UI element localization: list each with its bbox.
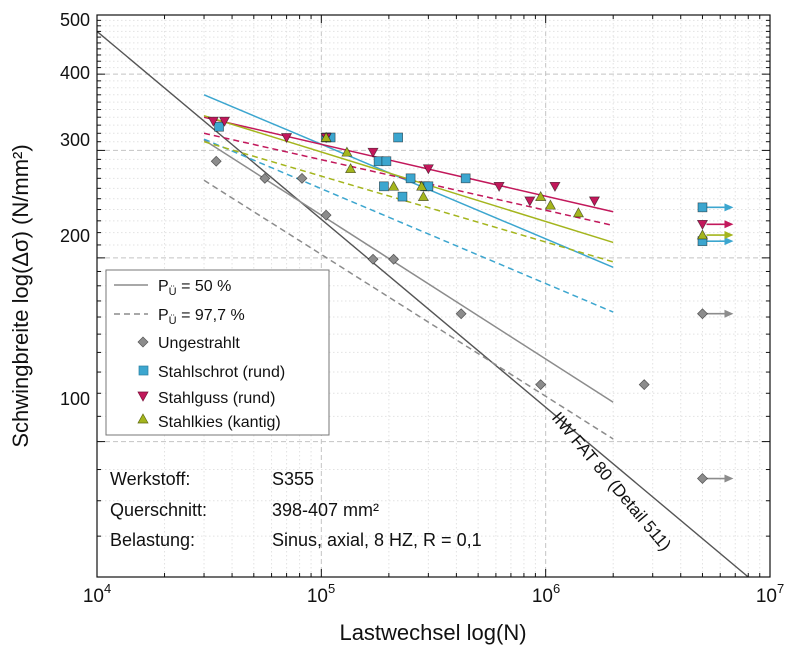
data-point-stahlschrot	[397, 191, 408, 202]
runout-point-stahlkies	[696, 229, 709, 240]
data-point-stahlkies	[416, 180, 428, 191]
fit-lines	[97, 30, 749, 577]
info-value-belastung: Sinus, axial, 8 HZ, R = 0,1	[272, 530, 482, 550]
axis-ticks	[96, 14, 770, 578]
data-point-ungestrahlt	[367, 253, 379, 265]
legend-marker-stahlschrot	[138, 365, 149, 376]
regression-line	[203, 179, 614, 440]
legend-box	[105, 269, 330, 436]
iiw-fat-80-line	[97, 30, 749, 577]
info-key-belastung: Belastung:	[110, 530, 195, 550]
data-point-stahlguss	[280, 133, 293, 144]
legend-marker-ungestrahlt	[137, 336, 149, 348]
legend-label-stahlschrot: Stahlschrot (rund)	[158, 364, 285, 381]
x-axis-title: Lastwechsel log(N)	[339, 620, 526, 645]
regression-line	[203, 139, 614, 403]
y-tick-label: 500	[60, 10, 90, 30]
y-axis-title: Schwingbreite log(Δσ) (N/mm²)	[8, 144, 33, 447]
runout-arrow-head	[724, 309, 734, 318]
runout-arrow-head	[724, 203, 734, 212]
data-point-stahlkies	[388, 180, 400, 191]
data-point-ungestrahlt	[210, 155, 222, 167]
runout-point-stahlschrot	[697, 202, 708, 213]
x-tick-label: 106	[532, 581, 560, 607]
runout-point-ungestrahlt	[696, 308, 708, 320]
data-point-ungestrahlt	[388, 253, 400, 265]
data-point-stahlschrot	[460, 173, 471, 184]
legend-label-stahlguss: Stahlguss (rund)	[158, 390, 275, 407]
legend-label-stahlkies: Stahlkies (kantig)	[158, 414, 281, 431]
data-point-stahlschrot	[379, 181, 389, 192]
data-point-stahlguss	[549, 181, 561, 193]
y-tick-label: 100	[60, 389, 90, 409]
info-value-querschnitt: 398-407 mm²	[272, 500, 379, 520]
x-tick-label: 107	[756, 581, 784, 607]
legend-label-p977: PÜ = 97,7 %	[158, 307, 245, 327]
data-point-stahlkies	[535, 190, 547, 201]
data-point-stahlguss	[207, 116, 219, 127]
data-point-ungestrahlt	[638, 379, 650, 391]
y-tick-label: 200	[60, 226, 90, 246]
data-point-stahlschrot	[381, 156, 392, 167]
info-value-werkstoff: S355	[272, 469, 314, 489]
data-point-stahlkies	[572, 207, 585, 218]
runout-arrow-head	[724, 231, 734, 240]
runout-point-ungestrahlt	[696, 473, 708, 485]
y-tick-label: 300	[60, 130, 90, 150]
runout-arrow-head	[724, 474, 734, 483]
data-point-stahlschrot	[405, 173, 416, 184]
data-point-stahlkies	[417, 190, 429, 201]
regression-line	[203, 138, 614, 313]
info-key-werkstoff: Werkstoff:	[110, 469, 190, 489]
regression-line	[203, 116, 614, 213]
data-point-stahlkies	[344, 162, 357, 174]
legend: PÜ = 50 % PÜ = 97,7 % Ungestrahlt Stahls…	[105, 269, 330, 436]
info-block: Werkstoff: S355 Querschnitt: 398-407 mm²…	[110, 469, 482, 550]
regression-line	[203, 140, 614, 263]
legend-label-ungestrahlt: Ungestrahlt	[158, 335, 240, 352]
legend-marker-stahlkies	[137, 413, 149, 424]
data-point-stahlguss	[367, 147, 379, 158]
data-point-stahlschrot	[214, 121, 224, 132]
runout-arrow-head	[724, 220, 734, 229]
data-markers	[207, 116, 734, 485]
data-point-stahlguss	[218, 116, 231, 127]
data-point-ungestrahlt	[259, 172, 271, 184]
runout-point-stahlguss	[696, 219, 709, 231]
data-point-ungestrahlt	[455, 308, 467, 320]
runout-arrow-head	[724, 237, 734, 246]
info-key-querschnitt: Querschnitt:	[110, 500, 207, 520]
data-point-ungestrahlt	[296, 172, 308, 184]
y-tick-label: 400	[60, 63, 90, 83]
data-point-ungestrahlt	[320, 209, 332, 221]
data-point-ungestrahlt	[535, 379, 547, 391]
x-tick-label: 105	[307, 581, 335, 607]
legend-marker-stahlguss	[137, 391, 149, 402]
data-point-stahlkies	[320, 131, 332, 142]
data-point-stahlkies	[544, 199, 557, 210]
data-point-stahlschrot	[393, 132, 404, 143]
plot-frame	[96, 14, 771, 578]
legend-label-p50: PÜ = 50 %	[158, 278, 231, 298]
data-point-stahlkies	[341, 146, 353, 157]
data-point-stahlguss	[588, 196, 601, 207]
data-point-stahlguss	[493, 181, 505, 193]
x-tick-label: 104	[83, 581, 111, 607]
data-point-stahlguss	[422, 164, 434, 175]
data-point-stahlguss	[524, 196, 536, 207]
